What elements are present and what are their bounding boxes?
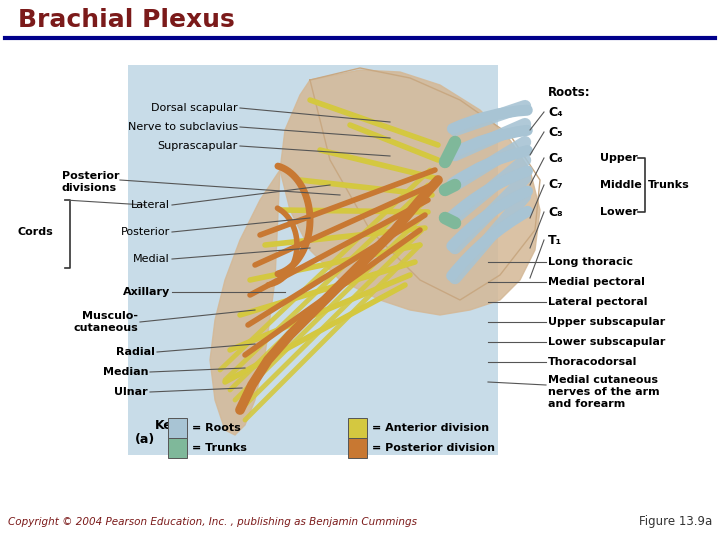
Text: Lateral pectoral: Lateral pectoral: [548, 297, 647, 307]
Text: Key:: Key:: [155, 418, 186, 431]
Text: Thoracodorsal: Thoracodorsal: [548, 357, 637, 367]
Text: Radial: Radial: [116, 347, 155, 357]
Text: C₇: C₇: [548, 179, 562, 192]
Text: Dorsal scapular: Dorsal scapular: [151, 103, 238, 113]
Text: Medial: Medial: [133, 254, 170, 264]
Text: Upper: Upper: [600, 153, 638, 163]
Text: = Anterior division: = Anterior division: [372, 423, 489, 433]
Polygon shape: [210, 170, 280, 435]
Text: Axillary: Axillary: [122, 287, 170, 297]
Text: = Roots: = Roots: [192, 423, 240, 433]
Text: Suprascapular: Suprascapular: [158, 141, 238, 151]
Text: Median: Median: [102, 367, 148, 377]
Bar: [168, 438, 187, 458]
Text: C₅: C₅: [548, 125, 562, 138]
Bar: [168, 418, 187, 438]
Text: Long thoracic: Long thoracic: [548, 257, 633, 267]
Text: Medial pectoral: Medial pectoral: [548, 277, 645, 287]
Bar: [348, 418, 367, 438]
Text: C₄: C₄: [548, 105, 562, 118]
Text: Trunks: Trunks: [648, 180, 690, 190]
Text: Lower subscapular: Lower subscapular: [548, 337, 665, 347]
Polygon shape: [280, 70, 540, 315]
Text: Upper subscapular: Upper subscapular: [548, 317, 665, 327]
Text: Musculo-
cutaneous: Musculo- cutaneous: [73, 311, 138, 333]
Text: Brachial Plexus: Brachial Plexus: [18, 8, 235, 32]
Text: Lower: Lower: [600, 207, 638, 217]
Text: Posterior: Posterior: [121, 227, 170, 237]
Bar: [128, 65, 498, 455]
Text: Copyright © 2004 Pearson Education, Inc. , publishing as Benjamin Cummings: Copyright © 2004 Pearson Education, Inc.…: [8, 517, 417, 527]
Text: Ulnar: Ulnar: [114, 387, 148, 397]
Text: Middle: Middle: [600, 180, 642, 190]
Text: Lateral: Lateral: [131, 200, 170, 210]
Text: Figure 13.9a: Figure 13.9a: [639, 516, 712, 529]
Text: Roots:: Roots:: [548, 85, 590, 98]
Text: C₆: C₆: [548, 152, 562, 165]
Text: = Trunks: = Trunks: [192, 443, 247, 453]
Text: = Posterior division: = Posterior division: [372, 443, 495, 453]
Text: T₁: T₁: [548, 233, 562, 246]
Text: Cords: Cords: [18, 227, 54, 237]
Bar: [348, 438, 367, 458]
Text: Posterior
divisions: Posterior divisions: [62, 171, 120, 193]
Text: Medial cutaneous
nerves of the arm
and forearm: Medial cutaneous nerves of the arm and f…: [548, 375, 660, 409]
Text: C₈: C₈: [548, 206, 562, 219]
Text: (a): (a): [135, 434, 156, 447]
Text: Nerve to subclavius: Nerve to subclavius: [128, 122, 238, 132]
